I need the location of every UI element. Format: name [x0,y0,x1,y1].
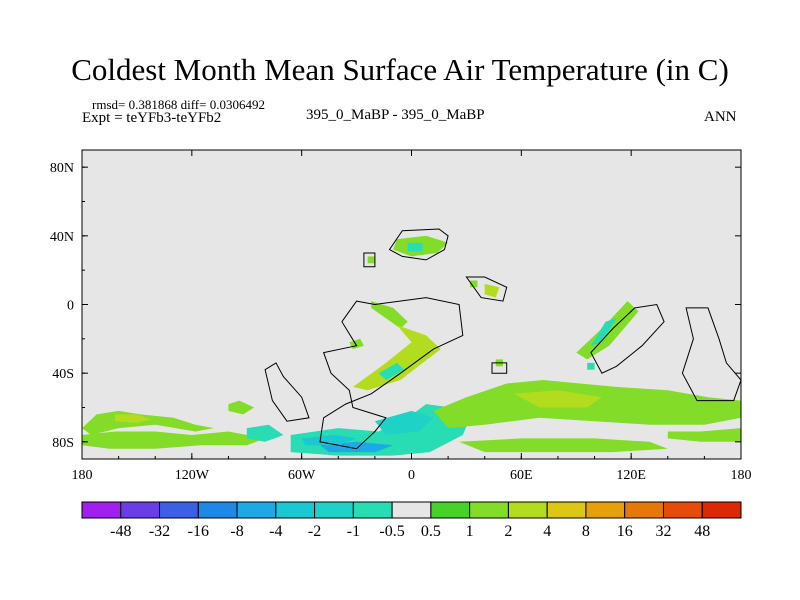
colorbar-box [120,501,161,519]
pacific-east-band [667,428,741,442]
colorbar-box [197,501,238,519]
colorbar-box [430,501,471,519]
south-pacific-core [115,414,152,423]
india-streak-cyan [590,318,617,346]
central-asia-dot [367,256,375,264]
land-outline-7 [681,307,741,402]
colorbar-box [546,501,587,519]
stats-line: rmsd= 0.381868 diff= 0.0306492 [92,97,265,112]
colorbar-box [701,501,742,519]
y-tick-label: 80N [50,161,74,176]
colorbar-box [275,501,316,519]
arabia-patch [484,283,500,298]
antarctic-atlantic-deep [301,435,357,446]
colorbar-box [624,501,664,519]
colorbar-box [662,501,703,519]
colorbar-box [507,501,548,519]
colorbar-label: -16 [188,523,209,540]
colorbar-box [585,501,626,519]
experiment-label: Expt = teYFb3-teYFb2 [82,110,222,126]
colorbar-box [391,501,432,519]
colorbar-label: -0.5 [379,523,404,540]
land-outline-8 [264,362,310,422]
africa-slash-cyan [378,362,405,380]
indian-ocean-core [514,390,602,408]
colorbar-label: 16 [617,523,633,540]
antarctic-west-cyan [246,424,284,442]
colorbar-label: 8 [582,523,590,540]
colorbar-label: -32 [149,523,170,540]
colorbar: -48 -32 -16 -8 -4 -2 -1 -0.5 0.5 1 2 4 8 16 32 48 [81,501,742,540]
land-outline-2 [363,252,376,268]
colorbar-box [469,501,509,519]
colorbar-label: 2 [504,523,512,540]
colorbar-box [236,501,277,519]
x-tick-label: 180 [72,468,93,483]
india-dot [587,362,595,370]
caspian-cyan [407,242,423,252]
land-outline-1 [388,228,449,261]
x-tick-label: 120E [616,468,646,483]
season-label: ANN [704,109,737,125]
colorbar-box [314,501,354,519]
colorbar-label: -4 [269,523,282,540]
field-regions [82,235,741,456]
colorbar-label: 1 [466,523,474,540]
colorbar-box [81,501,122,519]
x-tick-label: 180 [731,468,752,483]
land-outline-6 [590,303,665,374]
antarctic-atlantic-aqua [374,410,434,435]
x-tick-label: 60W [288,468,316,483]
x-tick-label: 0 [408,468,415,483]
colorbar-box [159,501,199,519]
antarctic-west-band [82,431,266,449]
land-outline-4 [319,297,464,450]
africa-slash [352,325,441,391]
comparison-label: 395_0_MaBP - 395_0_MaBP [306,107,485,123]
africa-ridge [371,301,408,329]
colorbar-label: 4 [543,523,551,540]
colorbar-label: -2 [308,523,321,540]
land-outline-3 [465,276,508,302]
south-pacific-band [82,410,214,435]
colorbar-label: -8 [230,523,243,540]
x-tick-label: 60E [510,468,533,483]
y-tick-label: 80S [52,436,74,451]
colorbar-label: -48 [110,523,131,540]
chart-title: Coldest Month Mean Surface Air Temperatu… [71,52,729,87]
y-tick-label: 40S [52,367,74,382]
colorbar-label: 32 [656,523,672,540]
colorbar-label: 0.5 [421,523,441,540]
colorbar-label: -1 [347,523,360,540]
map-plot: 180 120W 60W 0 60E 120E 180 80N 40N 0 40S 80S [50,149,752,483]
y-tick-label: 0 [67,299,74,314]
chile-band [228,400,255,415]
land-outlines [264,228,741,450]
x-tick-label: 120W [175,468,210,483]
land-outline-5 [491,362,508,374]
y-tick-label: 40N [50,230,74,245]
colorbar-box [352,501,393,519]
antarctic-east-band [459,438,668,453]
colorbar-label: 48 [694,523,710,540]
